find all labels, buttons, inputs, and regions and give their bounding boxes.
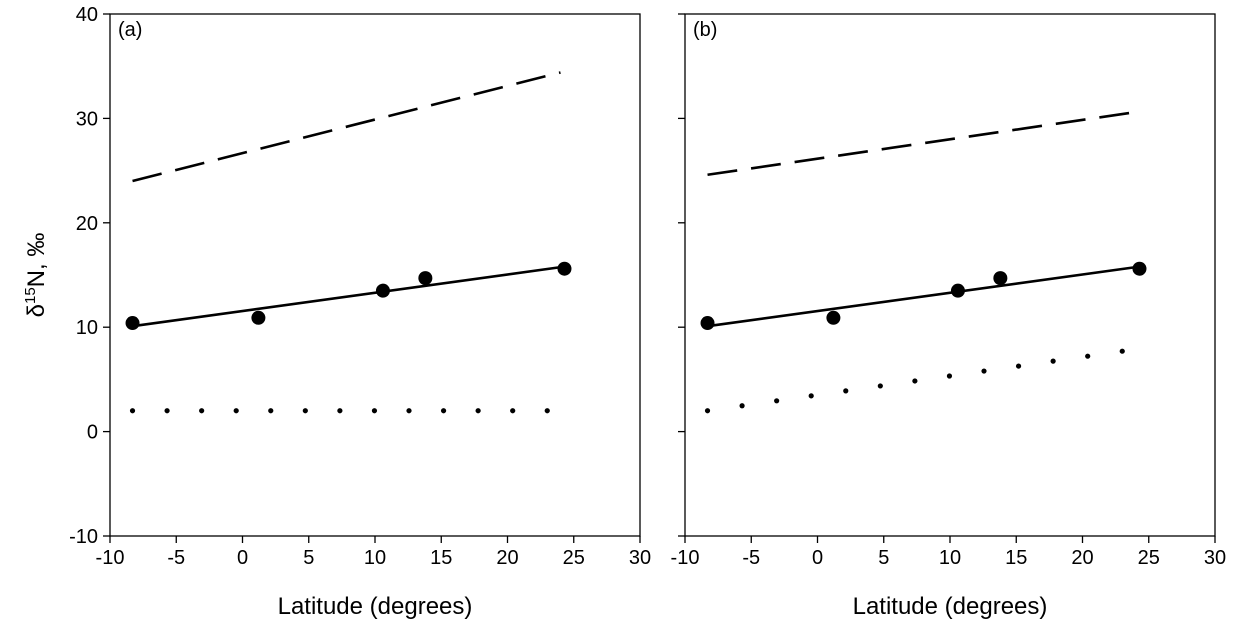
dotted-line-dot bbox=[981, 368, 987, 374]
x-tick-label: -5 bbox=[167, 547, 185, 569]
x-tick-label: 20 bbox=[1071, 547, 1093, 569]
y-tick-label: 0 bbox=[87, 422, 98, 444]
panel-label: (b) bbox=[693, 19, 717, 41]
dotted-line-dot bbox=[129, 408, 136, 414]
dotted-line-dot bbox=[233, 408, 239, 414]
data-point bbox=[251, 310, 266, 325]
x-tick-label: 20 bbox=[496, 547, 518, 569]
x-tick-label: 10 bbox=[939, 547, 961, 569]
y-tick-label: 30 bbox=[76, 108, 98, 130]
data-point bbox=[700, 316, 715, 331]
data-point bbox=[1132, 261, 1147, 276]
dotted-line-dot bbox=[946, 373, 953, 379]
dotted-line-dot bbox=[877, 383, 883, 389]
x-tick-label: 5 bbox=[878, 547, 889, 569]
x-tick-label: 0 bbox=[237, 547, 248, 569]
dotted-line-dot bbox=[808, 393, 814, 399]
x-tick-label: -10 bbox=[671, 547, 700, 569]
dotted-line-dot bbox=[475, 408, 481, 414]
dotted-line-dot bbox=[1050, 358, 1056, 364]
dashed-line bbox=[707, 110, 1136, 177]
dotted-line-dot bbox=[440, 408, 447, 414]
data-point bbox=[125, 316, 140, 331]
dotted-line-dot bbox=[302, 408, 308, 414]
data-point bbox=[993, 271, 1008, 286]
data-point bbox=[375, 283, 390, 298]
x-tick-label: 15 bbox=[430, 547, 452, 569]
x-tick-label: 25 bbox=[1138, 547, 1160, 569]
x-axis-title: Latitude (degrees) bbox=[278, 593, 473, 620]
y-tick-label: 20 bbox=[76, 213, 98, 235]
x-tick-label: 30 bbox=[629, 547, 651, 569]
solid-line bbox=[132, 265, 565, 328]
plot-frame bbox=[109, 13, 641, 537]
dotted-line-dot bbox=[337, 408, 343, 414]
dotted-line-dot bbox=[406, 408, 412, 414]
plot-frame bbox=[684, 13, 1216, 537]
x-tick-label: -10 bbox=[96, 547, 125, 569]
data-point bbox=[418, 271, 433, 286]
y-axis-title: δ15N, ‰ bbox=[22, 233, 50, 318]
x-tick-label: -5 bbox=[742, 547, 760, 569]
dotted-line-dot bbox=[774, 398, 780, 404]
dotted-line-dot bbox=[1015, 363, 1022, 369]
dotted-line-dot bbox=[268, 408, 274, 414]
x-tick-label: 30 bbox=[1204, 547, 1226, 569]
dotted-line-dot bbox=[1119, 348, 1125, 354]
x-tick-label: 15 bbox=[1005, 547, 1027, 569]
dotted-line-dot bbox=[912, 378, 918, 384]
y-tick-label: 10 bbox=[76, 317, 98, 339]
dashed-line bbox=[132, 71, 561, 183]
panel-label: (a) bbox=[118, 19, 142, 41]
x-tick-label: 0 bbox=[812, 547, 823, 569]
data-point bbox=[950, 283, 965, 298]
dotted-line-dot bbox=[843, 388, 849, 394]
x-axis-title: Latitude (degrees) bbox=[853, 593, 1048, 620]
dotted-line-dot bbox=[739, 403, 745, 409]
solid-line bbox=[707, 265, 1140, 328]
chart-panel-0: -10 -5 0 5 10 15 20 25 30 -10 0 10 20 30 40 (a) Latitude… bbox=[22, 4, 651, 620]
data-point bbox=[826, 310, 841, 325]
data-point bbox=[557, 261, 572, 276]
dotted-line-dot bbox=[164, 408, 170, 414]
chart-panel-1: -10 -5 0 5 10 15 20 25 30 (b) Latitude (degrees) bbox=[671, 13, 1226, 620]
dotted-line-dot bbox=[510, 408, 516, 414]
dotted-line-dot bbox=[1085, 353, 1091, 359]
dotted-line-dot bbox=[371, 408, 378, 414]
dotted-line-dot bbox=[704, 408, 711, 414]
dotted-line-dot bbox=[199, 408, 205, 414]
dotted-line-dot bbox=[544, 408, 550, 414]
y-tick-label: 40 bbox=[76, 4, 98, 26]
x-tick-label: 10 bbox=[364, 547, 386, 569]
y-tick-label: -10 bbox=[69, 526, 98, 548]
x-tick-label: 25 bbox=[563, 547, 585, 569]
x-tick-label: 5 bbox=[303, 547, 314, 569]
